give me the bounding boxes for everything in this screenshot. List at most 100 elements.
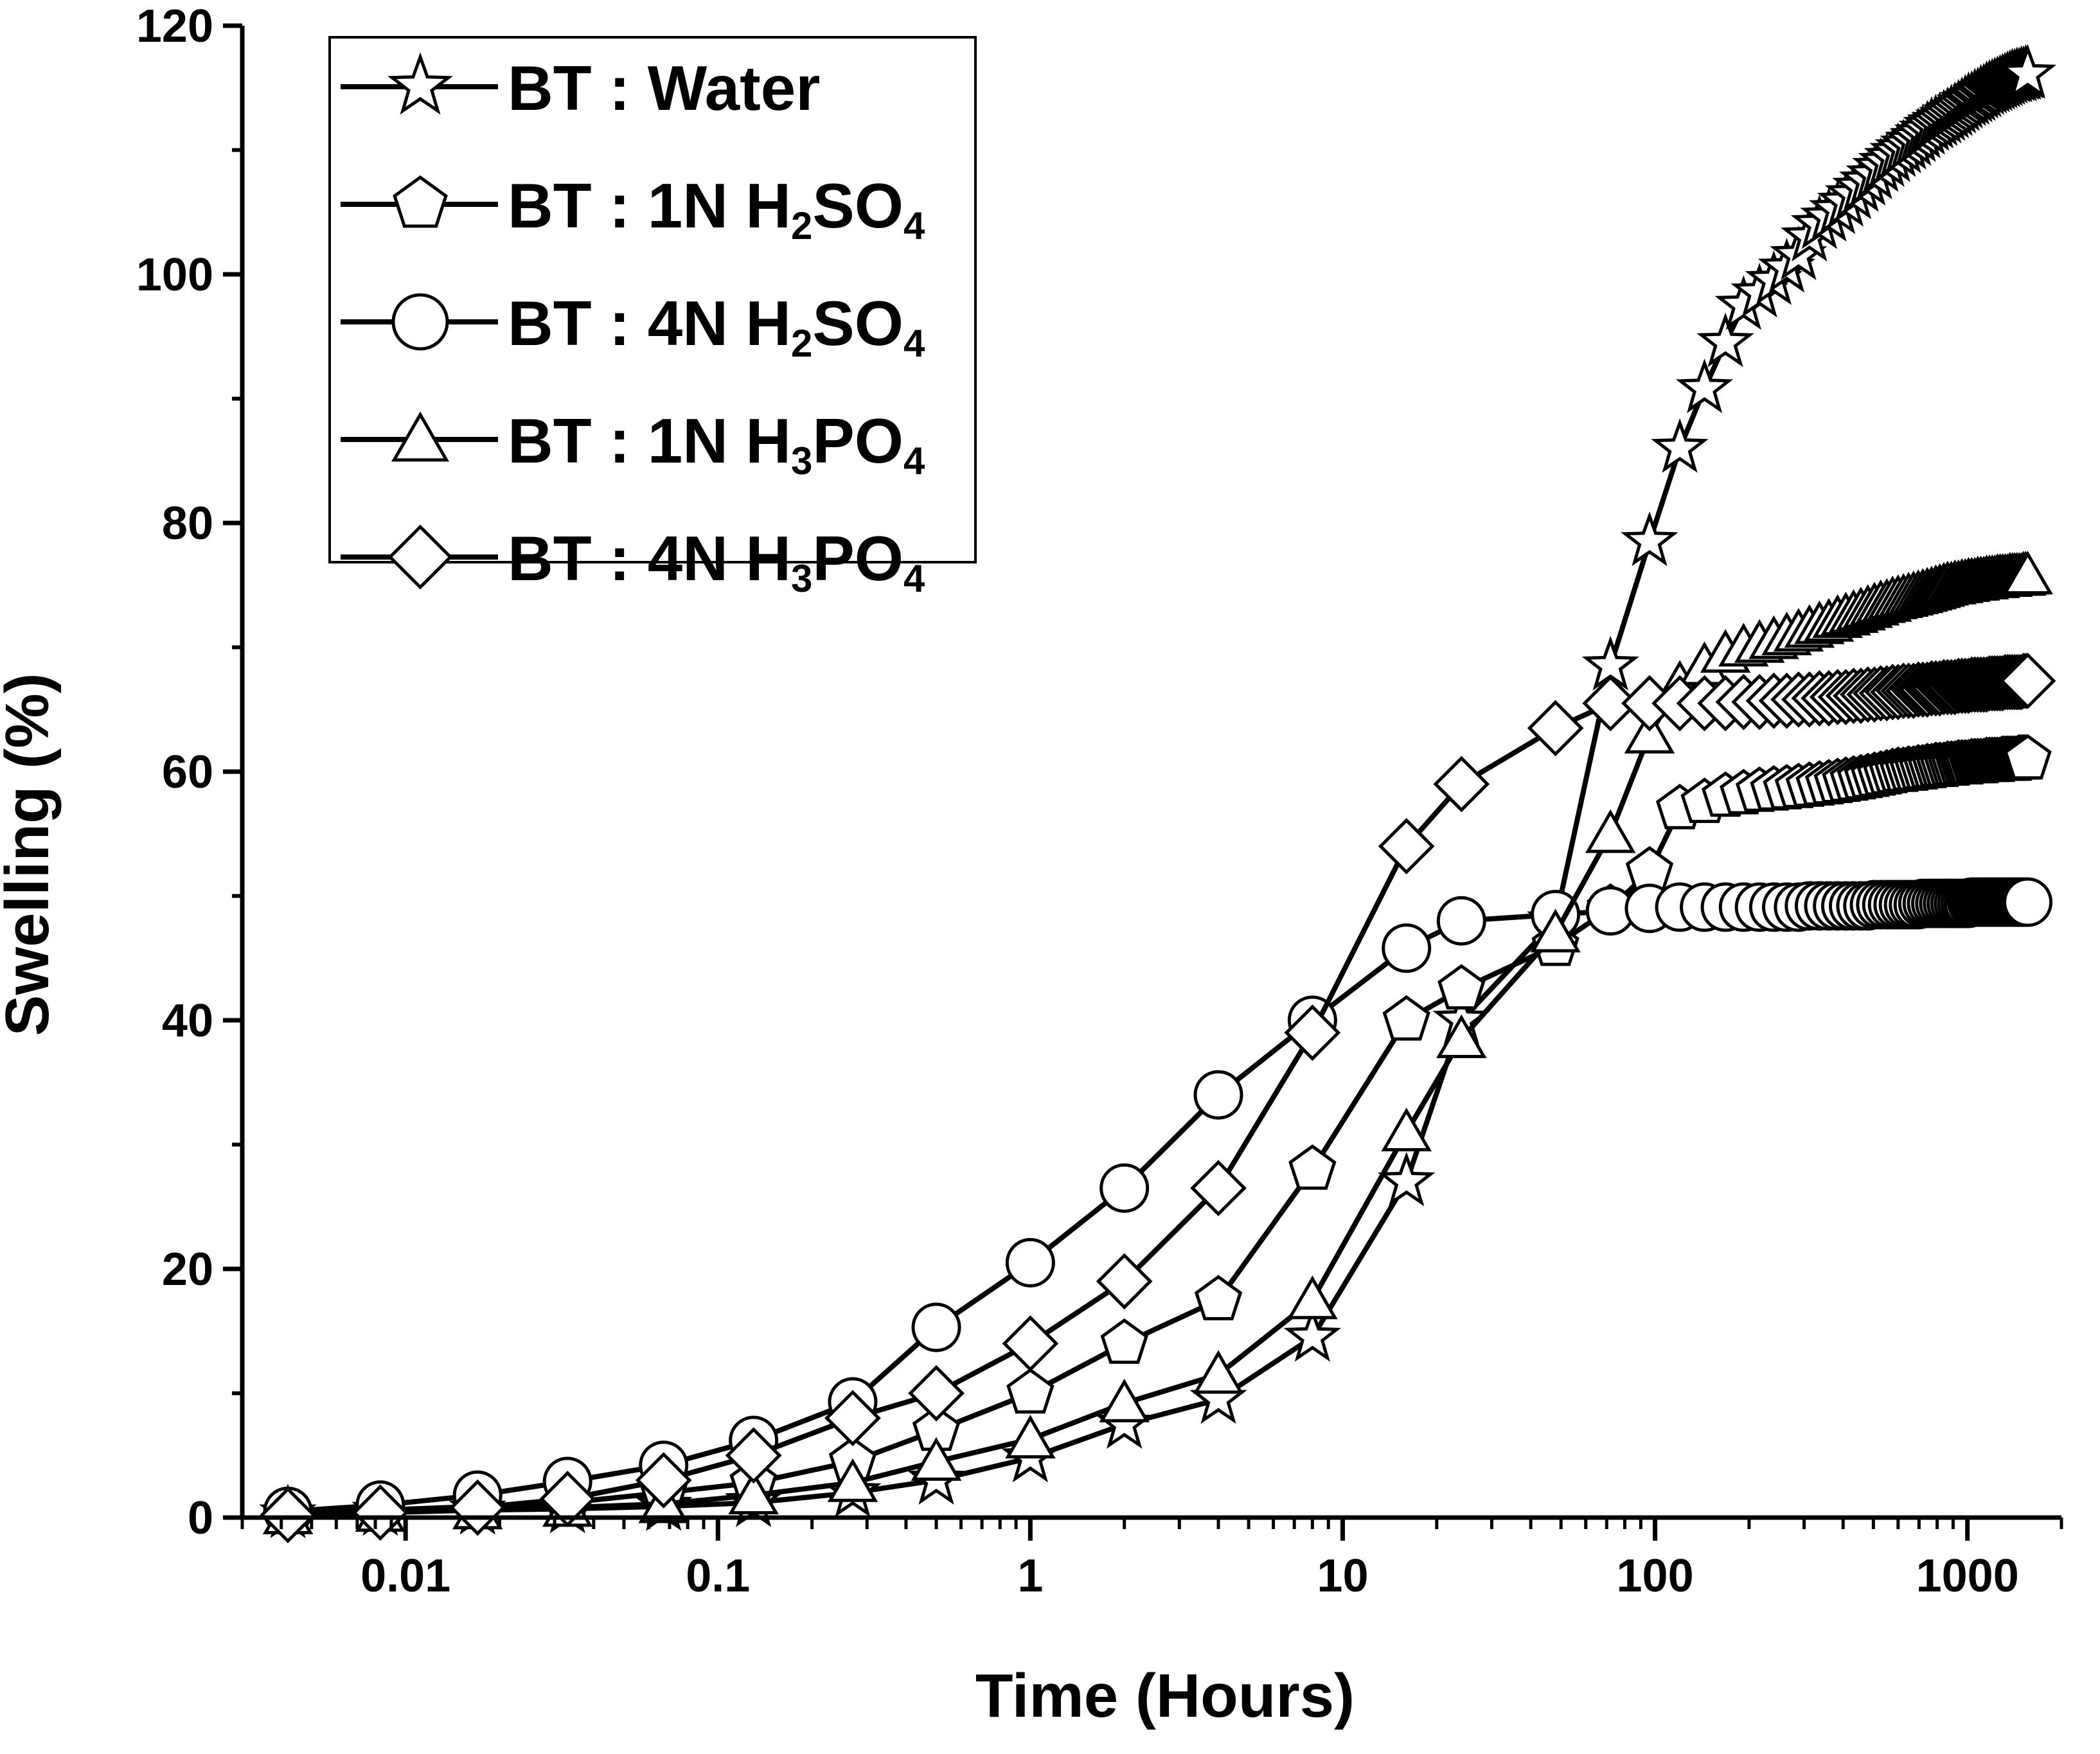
series-circle: [263, 877, 2053, 1536]
data-point: [1624, 709, 1675, 754]
legend-text: BT : 1N H: [508, 170, 791, 241]
data-point: [1436, 896, 1486, 946]
data-point: [1651, 418, 1709, 473]
legend-label: BT : Water: [508, 53, 820, 123]
data-point: [1621, 511, 1678, 567]
data-point: [260, 1487, 316, 1544]
legend-label: BT : 4N H2SO4: [508, 288, 925, 365]
x-tick-label: 1: [1017, 1550, 1043, 1602]
data-point: [2003, 877, 2053, 927]
data-point: [1005, 1414, 1056, 1458]
series-diamond: [260, 652, 2056, 1544]
legend-subscript: 4: [903, 322, 925, 365]
data-point: [1382, 923, 1432, 973]
legend-subscript: 4: [903, 439, 925, 483]
y-tick-label: 60: [162, 747, 213, 798]
legend-marker: [393, 175, 448, 228]
legend-subscript: 4: [903, 204, 925, 247]
legend-label: BT : 4N H3PO4: [508, 523, 925, 600]
data-point: [1005, 1237, 1055, 1288]
data-point: [1378, 818, 1435, 874]
x-tick-label: 100: [1616, 1550, 1693, 1602]
data-point: [1527, 700, 1584, 757]
y-tick-label: 120: [136, 1, 213, 52]
legend-text: SO: [812, 170, 903, 241]
data-point: [1436, 1014, 1487, 1058]
legend-text: PO: [812, 523, 903, 594]
legend-text: PO: [812, 405, 903, 476]
data-point: [1100, 1318, 1148, 1364]
data-point: [824, 1390, 881, 1447]
data-point: [1099, 1163, 1150, 1213]
legend-marker: [387, 524, 453, 590]
axes-layer: 0 20 40 60 80 100 120 0.01 0.1 1 10 100 1000: [136, 1, 2063, 1602]
data-point: [908, 1365, 965, 1422]
data-point: [1096, 1253, 1153, 1310]
data-point: [1284, 1004, 1341, 1061]
data-point: [2002, 551, 2053, 595]
data-point: [911, 1437, 962, 1481]
data-point: [1193, 1350, 1244, 1394]
legend-item: BT : 4N H3PO4: [341, 523, 925, 600]
legend-marker: [391, 293, 449, 351]
legend-marker: [387, 52, 453, 115]
x-tick-label: 1000: [1916, 1550, 2019, 1602]
data-point: [1193, 1070, 1243, 1120]
legend-marker: [391, 411, 450, 462]
y-tick-label: 0: [188, 1493, 213, 1544]
legend-item: BT : Water: [341, 52, 820, 123]
data-point: [1625, 846, 1674, 892]
y-axis-title: Swelling (%): [0, 673, 62, 1036]
data-point: [1998, 44, 2057, 99]
data-point: [1382, 995, 1430, 1041]
data-point: [635, 1452, 692, 1509]
legend-item: BT : 1N H2SO4: [341, 170, 925, 247]
series-line: [287, 899, 2029, 1514]
legend-text: BT : Water: [508, 53, 820, 123]
data-point: [1530, 908, 1581, 953]
data-point: [1433, 756, 1490, 813]
data-point: [1283, 1307, 1342, 1362]
legend-label: BT : 1N H3PO4: [508, 405, 925, 483]
legend-item: BT : 1N H3PO4: [341, 405, 925, 483]
legend-text: BT : 4N H: [508, 523, 791, 594]
data-point: [1696, 312, 1754, 368]
legend-item: BT : 4N H2SO4: [341, 288, 925, 365]
series-triangle: [262, 551, 2053, 1534]
legend-subscript: 3: [791, 557, 812, 600]
series-line: [287, 756, 2029, 1517]
legend-text: SO: [812, 288, 903, 359]
data-point: [539, 1471, 596, 1527]
data-point: [1381, 1107, 1432, 1151]
data-point: [1377, 1151, 1436, 1207]
data-point: [911, 1302, 961, 1352]
plot-layer: [259, 44, 2057, 1544]
data-point: [449, 1479, 506, 1536]
x-tick-label: 0.01: [360, 1550, 450, 1602]
data-point: [725, 1427, 782, 1484]
legend-subscript: 4: [903, 557, 925, 600]
legend-text: BT : 4N H: [508, 288, 791, 359]
data-point: [1437, 964, 1486, 1010]
data-point: [1999, 652, 2056, 709]
y-tick-label: 100: [136, 249, 213, 301]
data-point: [1585, 809, 1636, 853]
data-point: [1287, 1275, 1338, 1320]
legend-subscript: 2: [791, 322, 812, 365]
x-axis-title: Time (Hours): [975, 1661, 1355, 1730]
legend-text: BT : 1N H: [508, 405, 791, 476]
data-point: [1675, 359, 1734, 414]
y-tick-label: 80: [162, 498, 213, 549]
data-point: [351, 1484, 409, 1541]
y-tick-label: 20: [162, 1244, 213, 1295]
data-point: [827, 1458, 878, 1502]
data-point: [728, 1471, 779, 1514]
y-tick-label: 40: [162, 995, 213, 1047]
legend-subscript: 3: [791, 439, 812, 483]
x-tick-label: 0.1: [686, 1550, 750, 1602]
data-point: [1006, 1368, 1054, 1414]
legend-subscript: 2: [791, 204, 812, 247]
